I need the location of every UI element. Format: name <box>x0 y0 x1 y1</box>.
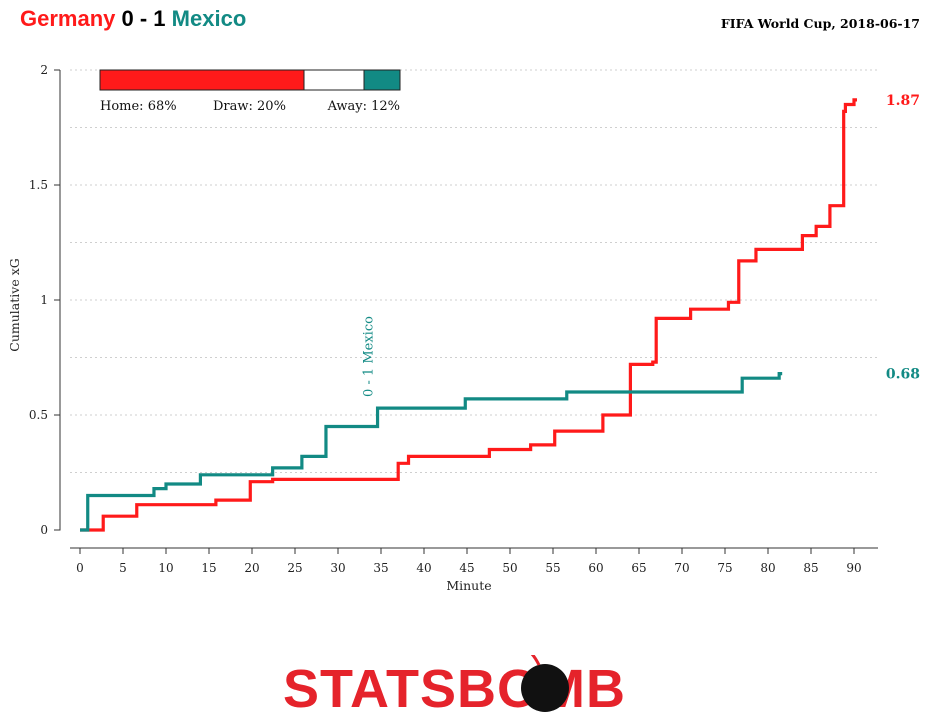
y-axis-title: Cumulative xG <box>7 258 22 351</box>
match-score: 0 - 1 <box>121 6 166 31</box>
x-tick-label: 35 <box>373 561 388 575</box>
x-tick-label: 0 <box>76 561 84 575</box>
x-tick-label: 40 <box>416 561 431 575</box>
x-tick-label: 20 <box>244 561 259 575</box>
y-tick-label: 0 <box>40 523 48 537</box>
draw-probability-label: Draw: 20% <box>213 99 286 114</box>
x-tick-label: 60 <box>588 561 603 575</box>
x-axis-title: Minute <box>446 578 491 593</box>
statsbomb-logo: STATSBOMB <box>283 655 626 715</box>
x-tick-label: 85 <box>803 561 818 575</box>
logo-wordmark: STATSBOMB <box>283 659 626 715</box>
goal-annotation: 0 - 1 Mexico <box>362 316 377 397</box>
home-probability-segment <box>99 69 305 91</box>
home-team-name: Germany <box>20 6 116 31</box>
end-value-label-mexico: 0.68 <box>886 367 920 383</box>
x-tick-label: 50 <box>502 561 517 575</box>
y-tick-label: 1 <box>40 293 48 307</box>
x-tick-label: 65 <box>631 561 646 575</box>
x-tick-label: 80 <box>760 561 775 575</box>
x-tick-label: 15 <box>201 561 216 575</box>
x-tick-label: 30 <box>330 561 345 575</box>
away-probability-label: Away: 12% <box>327 99 400 114</box>
series-line-mexico <box>80 372 783 532</box>
y-tick-label: 0.5 <box>29 408 48 422</box>
x-tick-label: 90 <box>846 561 861 575</box>
match-title: Germany 0 - 1 Mexico <box>20 6 246 32</box>
end-value-label-germany: 1.87 <box>886 93 920 109</box>
home-probability-label: Home: 68% <box>100 99 177 114</box>
series-line-germany <box>80 98 857 532</box>
x-tick-label: 75 <box>717 561 732 575</box>
axes-layer: 00.511.520 5 10 15 20 25 30 35 40 45 50 55 60 65 70 75 8… <box>29 63 878 575</box>
y-tick-label: 1.5 <box>29 178 48 192</box>
x-tick-label: 5 <box>119 561 127 575</box>
competition-date: FIFA World Cup, 2018-06-17 <box>720 16 920 31</box>
x-tick-label: 45 <box>459 561 474 575</box>
x-tick-label: 55 <box>545 561 560 575</box>
bomb-fuse-icon <box>530 655 541 666</box>
x-tick-label: 10 <box>158 561 173 575</box>
grid-layer <box>70 69 878 473</box>
bomb-icon <box>521 664 569 712</box>
series-layer: 1.87 0.68 0 - 1 Mexico <box>80 93 920 532</box>
away-team-name: Mexico <box>171 6 247 31</box>
draw-probability-segment <box>303 69 365 91</box>
away-probability-segment <box>363 69 401 91</box>
y-tick-label: 2 <box>40 63 48 77</box>
probability-bar <box>99 69 401 91</box>
x-tick-label: 25 <box>287 561 302 575</box>
x-tick-label: 70 <box>674 561 689 575</box>
xg-chart: 00.511.520 5 10 15 20 25 30 35 40 45 50 55 60 65 70 75 8… <box>7 63 920 593</box>
